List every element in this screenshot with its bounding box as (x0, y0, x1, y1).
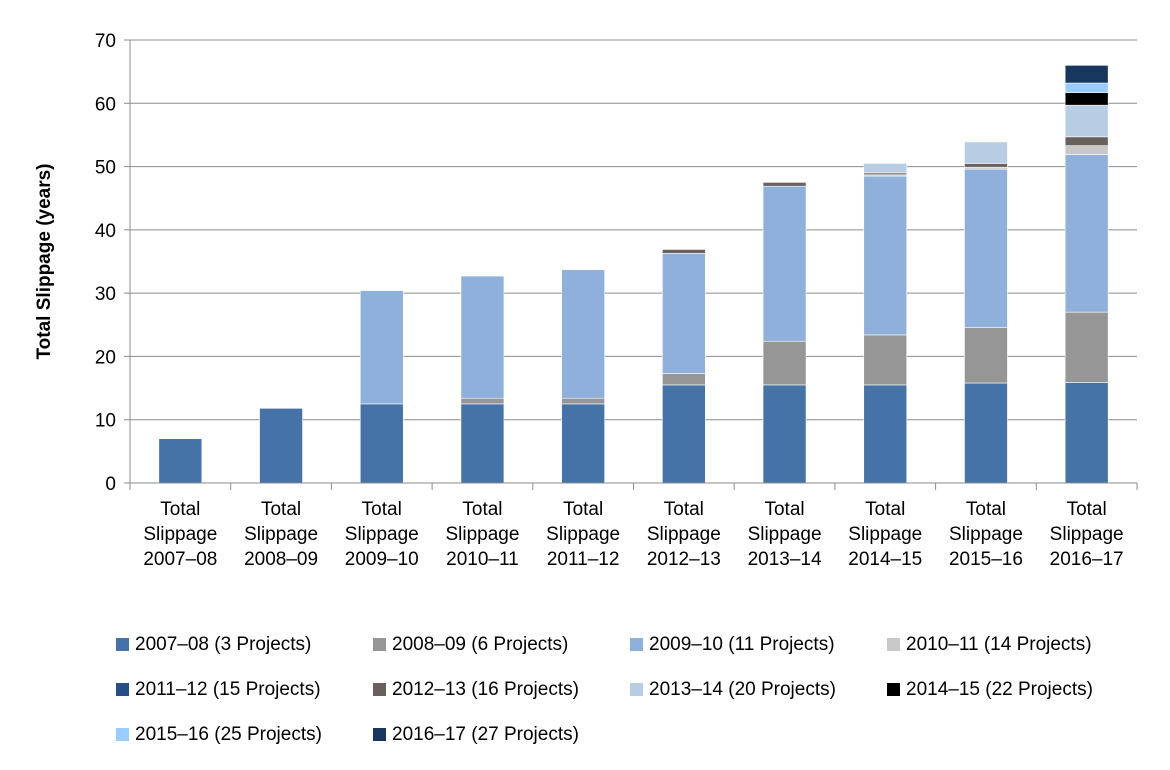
x-tick-label: Total Slippage 2016–17 (1050, 499, 1124, 570)
legend-item: 2013–14 (20 Projects) (630, 679, 887, 701)
legend-swatch (116, 683, 129, 696)
y-tick-label: 70 (95, 31, 116, 52)
bar-segment (762, 182, 807, 187)
bar-segment (1064, 145, 1109, 155)
legend-swatch (373, 683, 386, 696)
x-tick-label: Total Slippage 2008–09 (244, 499, 318, 570)
legend-swatch (887, 683, 900, 696)
legend-swatch (373, 638, 386, 651)
legend-item: 2008–09 (6 Projects) (373, 634, 630, 656)
legend-row: 2011–12 (15 Projects) 2012–13 (16 Project… (116, 667, 1166, 712)
bar-segment (662, 384, 706, 484)
legend-swatch (630, 638, 643, 651)
x-tick-label: Total Slippage 2011–12 (546, 499, 620, 570)
y-axis-label: Total Slippage (years) (34, 163, 55, 359)
legend-swatch (116, 728, 129, 741)
bar-segment (1064, 311, 1109, 383)
gridlines (130, 39, 1137, 421)
bar-segment (1064, 82, 1109, 93)
y-tick-label: 60 (95, 94, 116, 115)
legend-label: 2010–11 (14 Projects) (906, 633, 1092, 655)
bar-segment (1064, 92, 1109, 106)
y-tick-label: 30 (95, 284, 116, 305)
legend-item: 2009–10 (11 Projects) (630, 634, 887, 656)
legend-item: 2011–12 (15 Projects) (116, 679, 373, 701)
legend-label: 2012–13 (16 Projects) (392, 678, 579, 700)
y-tick-label: 20 (95, 347, 116, 368)
x-tick-label: Total Slippage 2014–15 (848, 499, 922, 570)
x-tick-label: Total Slippage 2012–13 (647, 499, 721, 570)
legend-swatch (630, 683, 643, 696)
legend-label: 2007–08 (3 Projects) (135, 633, 312, 655)
legend-label: 2015–16 (25 Projects) (135, 723, 322, 745)
bar-segment (964, 382, 1008, 484)
y-tick-label: 0 (105, 474, 116, 495)
legend-label: 2013–14 (20 Projects) (649, 678, 836, 700)
bar-segment (259, 408, 303, 484)
legend-swatch (887, 638, 900, 651)
bar-segment (460, 403, 505, 484)
legend-label: 2016–17 (27 Projects) (392, 723, 579, 745)
bar-segment (561, 397, 605, 405)
y-tick-label: 50 (95, 158, 116, 179)
legend-item: 2007–08 (3 Projects) (116, 634, 373, 656)
y-tick-label: 40 (95, 221, 116, 242)
x-tick-label: Total Slippage 2013–14 (748, 499, 822, 570)
bar-segment (460, 275, 505, 399)
legend-item: 2014–15 (22 Projects) (887, 679, 1157, 701)
bar-segment (1064, 154, 1109, 313)
bar-segment (863, 175, 908, 336)
bar-segment (762, 185, 807, 342)
x-tick-label: Total Slippage 2009–10 (345, 499, 419, 570)
legend-label: 2009–10 (11 Projects) (649, 633, 835, 655)
bar-segment (662, 252, 706, 374)
bar-segment (1064, 136, 1109, 146)
bar-segment (1064, 382, 1109, 484)
bar-stacks (158, 65, 1109, 484)
bar-segment (1064, 65, 1109, 84)
bar-segment (460, 397, 505, 405)
x-axis-ticks: Total Slippage 2007–08 Total Slippage 2008–09… (129, 483, 1138, 570)
legend-label: 2011–12 (15 Projects) (135, 678, 321, 700)
legend-item: 2010–11 (14 Projects) (887, 634, 1157, 656)
bar-segment (964, 327, 1008, 384)
bar-segment (359, 290, 404, 405)
legend-row: 2015–16 (25 Projects) 2016–17 (27 Project… (116, 712, 1166, 757)
chart-legend: 2007–08 (3 Projects) 2008–09 (6 Projects)… (116, 622, 1166, 757)
bar-segment (561, 269, 605, 399)
x-tick-label: Total Slippage 2015–16 (949, 499, 1023, 570)
bar-segment (964, 163, 1008, 168)
bar-segment (863, 384, 908, 484)
y-tick-label: 10 (95, 411, 116, 432)
legend-item: 2015–16 (25 Projects) (116, 724, 373, 746)
y-axis-ticks: 0 10 20 30 40 50 60 70 (95, 31, 130, 495)
bar-segment (158, 438, 203, 484)
bar-segment (1064, 104, 1109, 138)
bar-segment (561, 403, 605, 484)
legend-label: 2008–09 (6 Projects) (392, 633, 569, 655)
x-tick-label: Total Slippage 2007–08 (143, 499, 217, 570)
bar-segment (863, 334, 908, 386)
legend-swatch (116, 638, 129, 651)
legend-item: 2016–17 (27 Projects) (373, 724, 630, 746)
bar-segment (964, 141, 1008, 164)
bar-segment (863, 163, 908, 174)
bar-segment (762, 384, 807, 484)
x-tick-label: Total Slippage 2010–11 (445, 499, 519, 570)
legend-row: 2007–08 (3 Projects) 2008–09 (6 Projects)… (116, 622, 1166, 667)
bar-segment (964, 168, 1008, 328)
legend-item: 2012–13 (16 Projects) (373, 679, 630, 701)
bar-segment (662, 373, 706, 386)
legend-swatch (373, 728, 386, 741)
bar-segment (762, 340, 807, 386)
legend-label: 2014–15 (22 Projects) (906, 678, 1093, 700)
bar-segment (359, 403, 404, 484)
bar-segment (662, 249, 706, 254)
